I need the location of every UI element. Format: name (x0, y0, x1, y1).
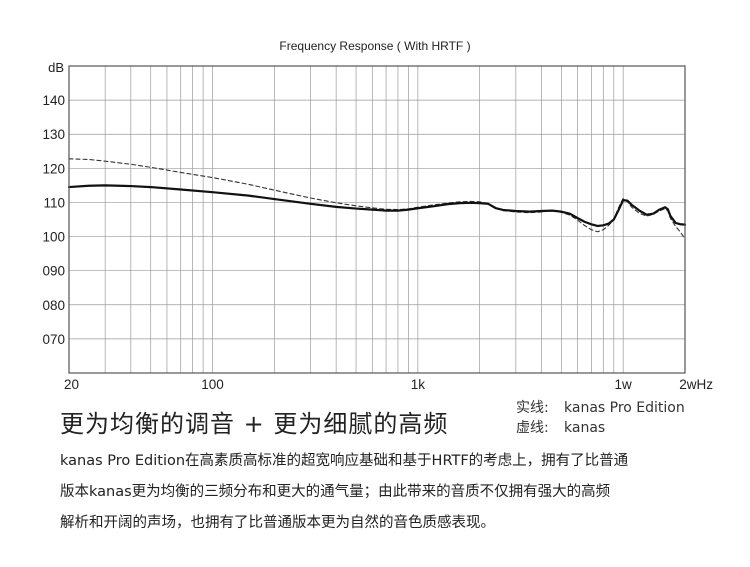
description-paragraph: kanas Pro Edition在高素质高标准的超宽响应基础和基于HRTF的考… (60, 446, 740, 539)
description-line-2: 版本kanas更为均衡的三频分布和更大的通气量；由此带来的音质不仅拥有强大的高频 (60, 484, 611, 500)
y-tick-label: 070 (42, 332, 65, 347)
x-tick-label: 1w (615, 377, 633, 392)
tick-label-layer: 140 130 120 110 100 090 080 070 20 100 1k 1w 2wHz (42, 93, 713, 392)
legend: 实线: kanas Pro Edition 虚线: kanas (516, 398, 685, 438)
y-axis-unit-label: dB (48, 60, 64, 75)
legend-dashed-key: 虚线: (516, 420, 549, 436)
x-tick-label: 1k (411, 377, 426, 392)
series-line-kanas-pro-edition (67, 184, 687, 228)
grid-layer (68, 66, 686, 373)
description-line-3: 解析和开阔的声场，也拥有了比普通版本更为自然的音色质感表现。 (60, 515, 495, 531)
y-tick-label: 110 (43, 195, 65, 210)
legend-solid-key: 实线: (516, 400, 549, 416)
series-layer (67, 158, 687, 240)
plot-frame (68, 65, 686, 374)
legend-solid-value: kanas Pro Edition (564, 400, 685, 416)
x-tick-label: 2wHz (679, 377, 713, 392)
y-tick-label: 120 (42, 161, 65, 176)
series-line-kanas (68, 158, 686, 240)
y-tick-label: 140 (42, 93, 65, 108)
y-tick-label: 100 (42, 230, 65, 245)
y-tick-label: 090 (42, 264, 65, 279)
frequency-response-chart: Frequency Response ( With HRTF ) dB 1401… (42, 39, 713, 392)
x-tick-label: 20 (64, 377, 79, 392)
headline: 更为均衡的调音 + 更为细腻的高频 (60, 410, 449, 438)
y-tick-label: 080 (42, 298, 65, 313)
legend-item-dashed: 虚线: kanas (516, 418, 685, 438)
x-tick-label: 100 (201, 377, 224, 392)
description-line-1: kanas Pro Edition在高素质高标准的超宽响应基础和基于HRTF的考… (60, 453, 629, 469)
legend-dashed-value: kanas (564, 420, 606, 436)
legend-item-solid: 实线: kanas Pro Edition (516, 398, 685, 418)
y-tick-label: 130 (42, 127, 65, 142)
chart-title: Frequency Response ( With HRTF ) (279, 39, 470, 53)
